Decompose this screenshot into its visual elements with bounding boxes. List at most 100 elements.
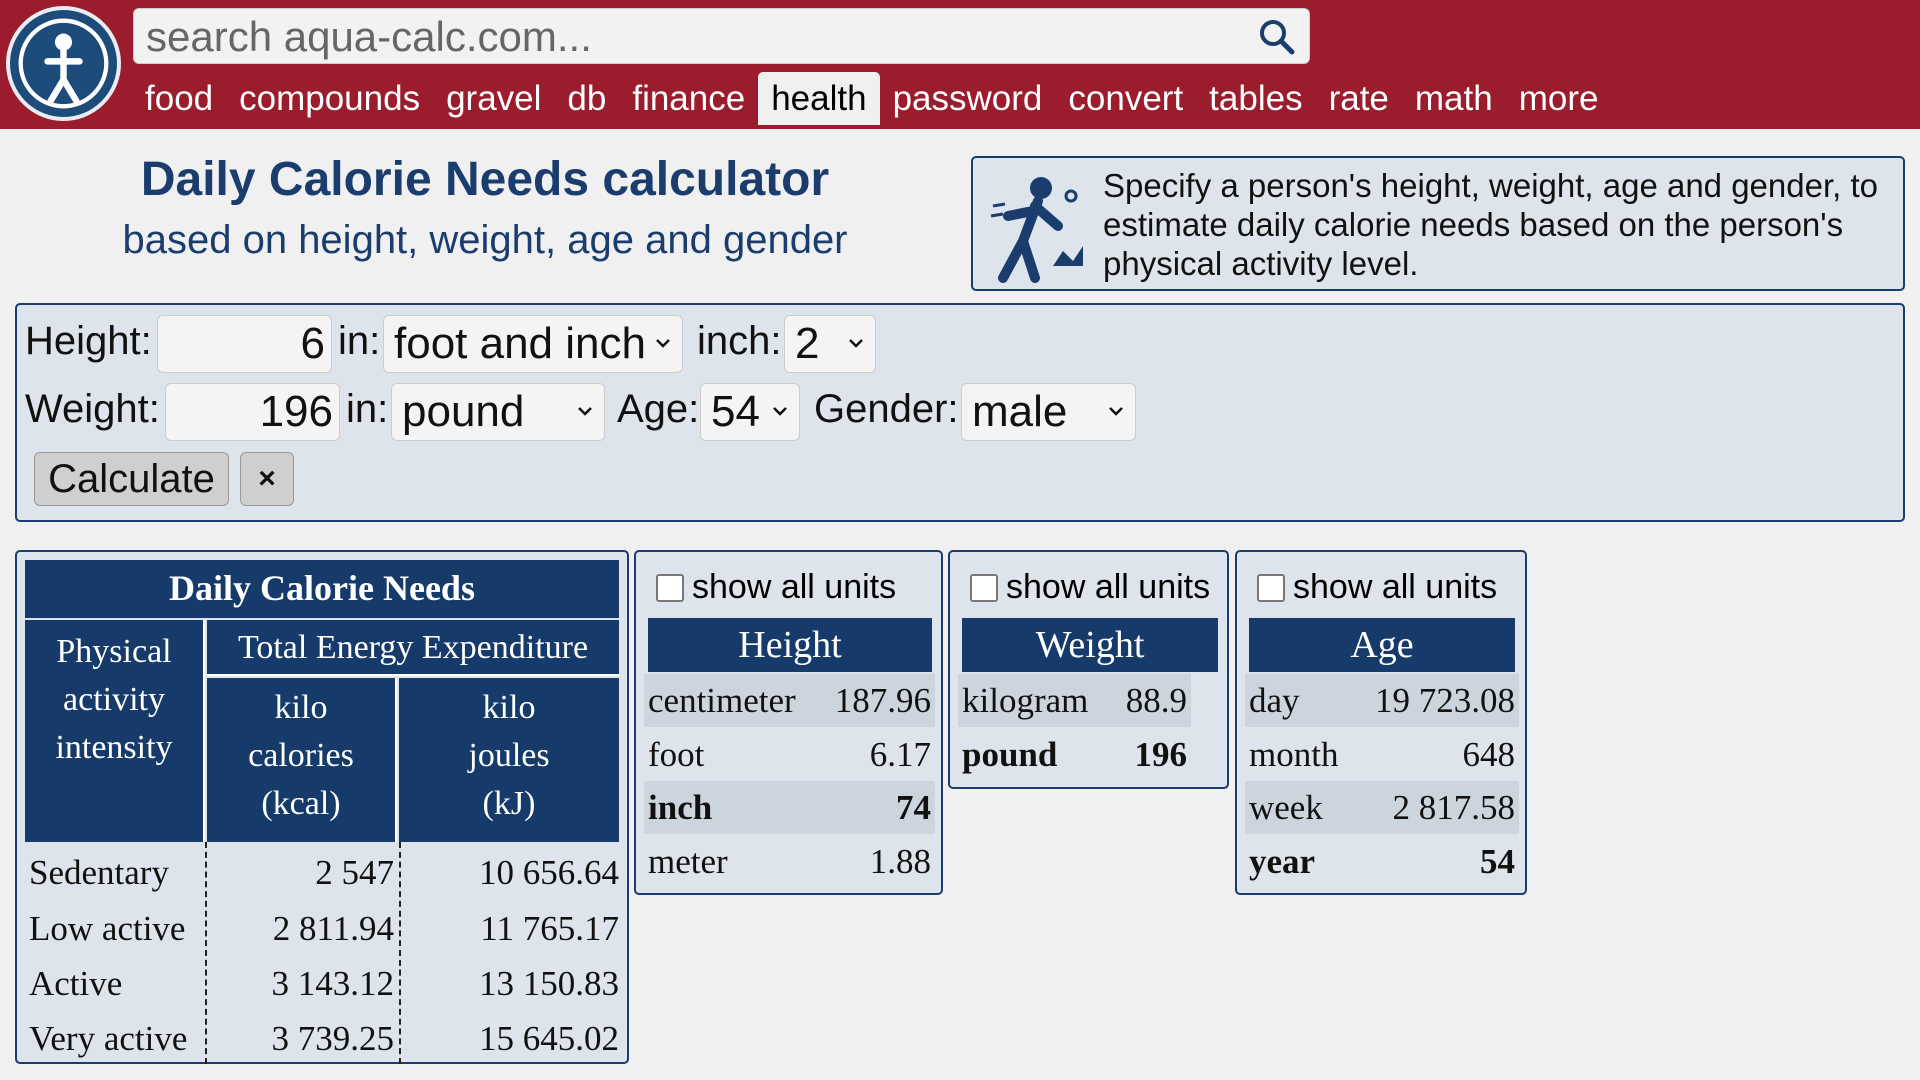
nav-tables[interactable]: tables [1209, 79, 1303, 118]
gender-select[interactable]: male [961, 383, 1136, 441]
weight-units-title: Weight [962, 618, 1218, 672]
nav-db[interactable]: db [567, 79, 607, 118]
unit-value: 196 [1134, 735, 1188, 774]
page-title: Daily Calorie Needs calculator [140, 153, 830, 206]
unit-name: pound [962, 735, 1058, 774]
page-subtitle: based on height, weight, age and gender [122, 218, 848, 262]
nav-food[interactable]: food [145, 79, 214, 118]
search-bar [133, 8, 1310, 65]
unit-name: year [1249, 842, 1316, 881]
chevron-down-icon [849, 339, 863, 348]
nav-health[interactable]: health [758, 72, 880, 125]
calculate-button[interactable]: Calculate [34, 452, 229, 506]
age-label: Age: [617, 387, 700, 431]
chevron-down-icon [656, 339, 670, 348]
main-nav: food compounds gravel db finance health … [132, 71, 1611, 126]
unit-name: foot [648, 735, 705, 774]
unit-name: meter [648, 842, 728, 881]
age-value: 54 [711, 387, 760, 436]
col-tee-header: Total Energy Expenditure [207, 620, 619, 676]
unit-value: 2 817.58 [1392, 788, 1516, 827]
show-all-units-checkbox[interactable] [1257, 574, 1285, 602]
height-units-title: Height [648, 618, 932, 672]
weight-units-panel: show all units Weight kilogram 88.9 poun… [948, 550, 1229, 789]
age-units-panel: show all units Age day 19 723.08 month 6… [1235, 550, 1527, 895]
kj-cell: 13 150.83 [479, 964, 619, 1003]
show-all-units-checkbox[interactable] [656, 574, 684, 602]
age-select[interactable]: 54 [700, 383, 800, 441]
nav-convert[interactable]: convert [1068, 79, 1184, 118]
inch-select[interactable]: 2 [784, 315, 876, 373]
activity-cell: Very active [29, 1019, 188, 1058]
show-all-units-label: show all units [1006, 568, 1211, 606]
nav-compounds[interactable]: compounds [239, 79, 421, 118]
nav-math[interactable]: math [1414, 79, 1493, 118]
inch-value: 2 [795, 319, 820, 368]
kcal-cell: 2 811.94 [272, 909, 394, 948]
unit-row: kilogram 88.9 [958, 674, 1191, 727]
nav-gravel[interactable]: gravel [446, 79, 542, 118]
inch-label: inch: [697, 319, 782, 363]
chevron-down-icon [578, 407, 592, 416]
col-kj-header: kilo joules (kJ) [399, 678, 619, 842]
unit-row: foot 6.17 [644, 728, 935, 781]
height-units-panel: show all units Height centimeter 187.96 … [634, 550, 943, 895]
column-divider [205, 842, 207, 1064]
weight-in-label: in: [346, 387, 389, 431]
weight-field[interactable]: 196 [165, 383, 340, 441]
show-all-units-checkbox[interactable] [970, 574, 998, 602]
unit-name: month [1249, 735, 1339, 774]
unit-value: 19 723.08 [1375, 681, 1515, 720]
unit-value: 74 [896, 788, 931, 827]
nav-password[interactable]: password [892, 79, 1043, 118]
kj-cell: 15 645.02 [479, 1019, 619, 1058]
table-row: Active 3 143.12 13 150.83 [29, 957, 619, 1010]
chevron-down-icon [1109, 407, 1123, 416]
calorie-needs-panel: Daily Calorie Needs Physical activity in… [15, 550, 629, 1064]
height-label: Height: [25, 319, 152, 363]
kj-cell: 10 656.64 [479, 853, 619, 892]
weight-label: Weight: [25, 387, 160, 431]
unit-row-selected: year 54 [1245, 835, 1519, 888]
unit-row: month 648 [1245, 728, 1519, 781]
calorie-table-title: Daily Calorie Needs [25, 560, 619, 618]
column-divider [399, 842, 401, 1064]
search-input[interactable] [144, 9, 1248, 65]
weight-unit-select[interactable]: pound [391, 383, 605, 441]
info-text: Specify a person's height, weight, age a… [1103, 167, 1879, 282]
col-activity-header: Physical activity intensity [25, 620, 205, 842]
site-logo[interactable] [6, 6, 121, 121]
unit-row: day 19 723.08 [1245, 674, 1519, 727]
kj-cell: 11 765.17 [480, 909, 619, 948]
clear-button[interactable]: × [240, 452, 294, 506]
logo-icon [18, 18, 109, 109]
height-field[interactable]: 6 [157, 315, 332, 373]
exercise-icon [990, 177, 1083, 283]
height-unit-value: foot and inch [394, 319, 646, 368]
info-box: Specify a person's height, weight, age a… [971, 156, 1905, 291]
calculator-form: Height: 6 in: foot and inch inch: 2 Weig… [15, 303, 1905, 522]
unit-value: 6.17 [869, 735, 931, 774]
activity-cell: Active [29, 964, 123, 1003]
unit-name: week [1249, 788, 1323, 827]
nav-finance[interactable]: finance [632, 79, 746, 118]
search-icon[interactable] [1257, 17, 1297, 57]
unit-row-selected: inch 74 [644, 781, 935, 834]
activity-cell: Low active [29, 909, 186, 948]
kcal-cell: 3 143.12 [271, 964, 395, 1003]
show-all-units-label: show all units [692, 568, 897, 606]
gender-value: male [972, 387, 1068, 436]
gender-label: Gender: [814, 387, 959, 431]
unit-name: day [1249, 681, 1300, 720]
unit-name: kilogram [962, 681, 1089, 720]
unit-value: 187.96 [834, 681, 931, 720]
weight-unit-value: pound [402, 387, 525, 436]
unit-value: 54 [1480, 842, 1515, 881]
height-unit-select[interactable]: foot and inch [383, 315, 683, 373]
col-kcal-header: kilo calories (kcal) [207, 678, 397, 842]
unit-value: 88.9 [1125, 681, 1187, 720]
nav-rate[interactable]: rate [1328, 79, 1389, 118]
table-row: Low active 2 811.94 11 765.17 [29, 902, 619, 955]
activity-cell: Sedentary [29, 853, 169, 892]
nav-more[interactable]: more [1518, 79, 1599, 118]
